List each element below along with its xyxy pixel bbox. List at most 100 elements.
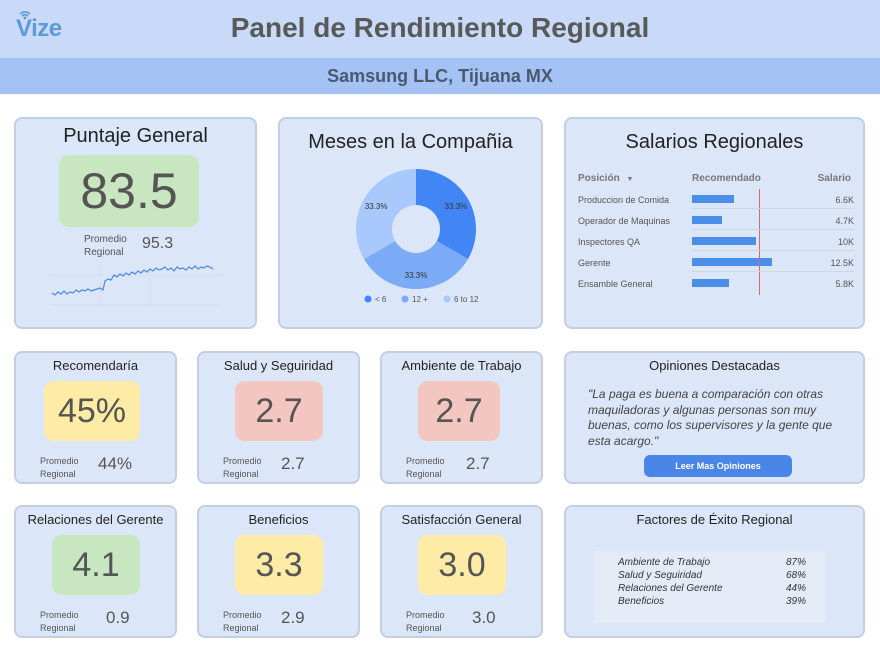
metric-title: Ambiente de Trabajo [401,358,522,373]
donut-slice [364,241,468,289]
metric-title: Salud y Seguiridad [223,358,334,373]
vize-logo[interactable]: Vize [16,11,62,44]
salary-bar [692,216,723,224]
metric-title: Satisfacción General [401,512,522,527]
regional-average-value: 2.7 [466,454,490,473]
column-header-recommended: Recomendado [692,173,761,184]
salary-position: Inspectores QA [578,237,641,247]
regional-average-value: 2.7 [281,454,305,473]
dashboard-header: Vize Panel de Rendimiento Regional [0,0,880,58]
read-more-opinions-button[interactable]: Leer Mas Opiniones [644,455,792,477]
metric-score: 3.0 [418,535,506,595]
months-donut-chart: 33.3% 33.3% 33.3% < 6 12 + 6 to 12 [356,169,480,304]
metric-card-work-environment: Ambiente de Trabajo 2.7 Promedio Regional… [380,351,543,484]
regional-average-label: Promedio Regional [406,456,445,479]
salary-value: 4.7K [835,216,854,226]
factor-row: Ambiente de Trabajo 87% [618,557,807,568]
salary-row[interactable]: Inspectores QA 10K [578,233,854,253]
overall-score-card: Puntaje General 83.5 Promedio Regional 95… [14,117,257,329]
salary-value: 6.6K [835,195,854,205]
regional-average-label: Promedio Regional [223,610,262,633]
months-chart-card: Meses en la Compañia 33.3% 33.3% 33.3% < 6 1… [278,117,543,329]
factor-row: Beneficios 39% [618,596,807,607]
salary-bar [692,279,730,287]
salary-position: Operador de Maquinas [578,216,671,226]
donut-slice [416,169,476,259]
column-header-position[interactable]: Posición ▼ [578,173,634,184]
logo-text: Vize [16,15,62,42]
caret-down-icon: ▼ [626,176,634,183]
success-factors-card: Factores de Éxito Regional Ambiente de T… [564,505,865,638]
featured-quote: "La paga es buena a comparación con otra… [588,387,833,448]
row-divider [692,250,854,251]
regional-average-label: Promedio Regional [406,610,445,633]
legend-swatch [401,295,409,303]
legend-swatch [443,295,451,303]
metric-title: Recomendaría [52,358,139,373]
metric-card-health-safety: Salud y Seguiridad 2.7 Promedio Regional … [197,351,360,484]
salary-row[interactable]: Gerente 12.5K [578,254,854,274]
wifi-icon [19,11,31,20]
factor-row: Salud y Seguiridad 68% [618,570,807,581]
legend-item[interactable]: 12 + [401,295,429,304]
salary-bar [692,258,772,266]
legend-item[interactable]: < 6 [364,295,387,304]
legend-label: < 6 [375,295,387,304]
success-factors-list: Ambiente de Trabajo 87% Salud y Seguirida… [594,551,826,623]
chart-title: Meses en la Compañia [308,131,513,153]
regional-average-value: 3.0 [472,608,496,627]
metric-title: Relaciones del Gerente [27,512,164,527]
salary-bar [692,195,735,203]
overall-score-value: 83.5 [59,155,199,227]
metric-score: 3.3 [235,535,323,595]
salary-position: Ensamble General [578,279,653,289]
score-trend-sparkline [50,265,220,306]
column-header-salary: Salario [817,173,851,184]
metric-score: 4.1 [52,535,140,595]
donut-slice [356,169,416,259]
regional-average-label: Promedio Regional [40,610,79,633]
row-divider [692,271,854,272]
row-divider [692,208,854,209]
page-title: Panel de Rendimiento Regional [230,12,650,43]
featured-opinions-card: Opiniones Destacadas "La paga es buena a… [564,351,865,484]
salary-bar [692,237,756,245]
metric-score: 2.7 [418,381,500,441]
salary-value: 12.5K [830,258,854,268]
success-factors-title: Factores de Éxito Regional [636,512,793,527]
metric-card-manager-relations: Relaciones del Gerente 4.1 Promedio Regio… [14,505,177,638]
salaries-title: Salarios Regionales [625,131,804,153]
metric-card-benefits: Beneficios 3.3 Promedio Regional 2.9 [197,505,360,638]
metric-card-overall-satisfaction: Satisfacción General 3.0 Promedio Regiona… [380,505,543,638]
salary-row[interactable]: Ensamble General 5.8K [578,275,854,295]
regional-average-value: 95.3 [142,235,174,252]
salary-position: Gerente [578,258,611,268]
metric-title: Beneficios [248,512,309,527]
regional-salaries-card: Salarios Regionales Posición ▼ Recomenda… [564,117,865,329]
factor-row: Relaciones del Gerente 44% [618,583,807,594]
regional-average-value: 0.9 [106,608,130,627]
recommended-marker-line [759,189,761,295]
slice-value-label: 33.3% [365,202,388,211]
regional-average-label: Promedio Regional [84,234,127,258]
salary-row[interactable]: Produccion de Comida 6.6K [578,191,854,211]
salary-value: 10K [837,237,854,247]
opinions-title: Opiniones Destacadas [649,358,780,373]
row-divider [692,229,854,230]
metric-score: 45% [44,381,140,441]
salary-row[interactable]: Operador de Maquinas 4.7K [578,212,854,232]
company-subtitle: Samsung LLC, Tijuana MX [0,58,880,94]
slice-value-label: 33.3% [444,202,467,211]
legend-label: 6 to 12 [454,295,479,304]
regional-average-label: Promedio Regional [40,456,79,479]
salary-position: Produccion de Comida [578,195,670,205]
salary-value: 5.8K [835,279,854,289]
metric-card-recommend: Recomendaría 45% Promedio Regional 44% [14,351,177,484]
metric-score: 2.7 [235,381,323,441]
legend-item[interactable]: 6 to 12 [443,295,480,304]
regional-average-value: 2.9 [281,608,305,627]
legend-label: 12 + [412,295,428,304]
regional-average-value: 44% [98,454,133,473]
overall-score-title: Puntaje General [63,125,208,147]
regional-average-label: Promedio Regional [223,456,262,479]
